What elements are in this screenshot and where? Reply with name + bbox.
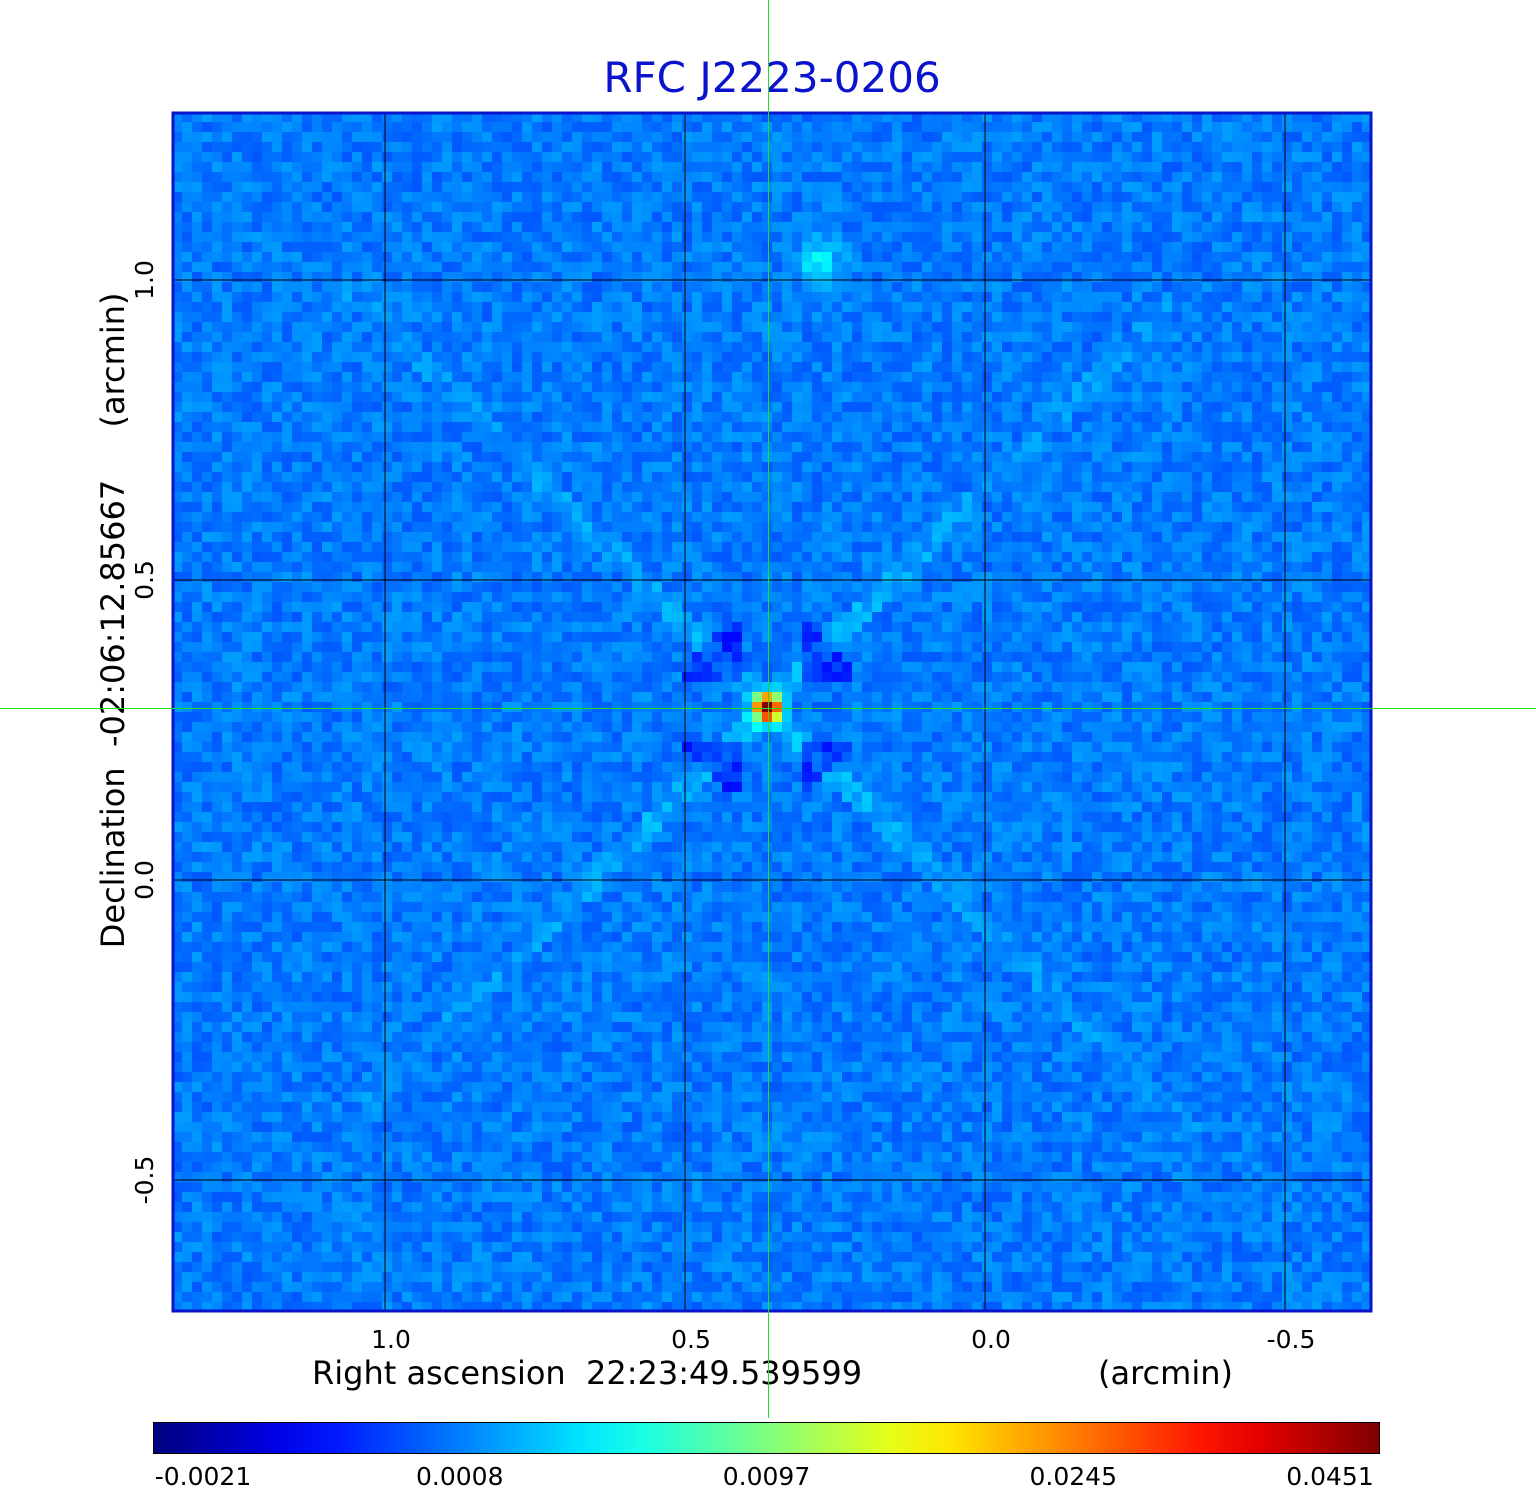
y-tick-label: 0.0 xyxy=(130,860,159,900)
colorbar-tick-label: 0.0451 xyxy=(1286,1462,1374,1491)
y-tick-label: 0.5 xyxy=(130,560,159,600)
x-axis-label: Right ascension 22:23:49.539599 xyxy=(312,1354,863,1392)
y-tick-label: -0.5 xyxy=(130,1155,159,1205)
colorbar-tick-label: -0.0021 xyxy=(154,1462,252,1491)
chart-title: RFC J2223-0206 xyxy=(603,53,941,102)
colorbar-tick-label: 0.0097 xyxy=(722,1462,811,1491)
x-tick-label: 1.0 xyxy=(371,1325,411,1354)
colorbar-tick-label: 0.0008 xyxy=(416,1462,504,1491)
intensity-map xyxy=(172,112,1372,1312)
crosshair-horizontal xyxy=(0,708,1536,709)
crosshair-vertical xyxy=(768,0,769,1418)
colorbar xyxy=(153,1422,1380,1454)
plot-frame xyxy=(171,111,1373,1313)
x-tick-label: 0.0 xyxy=(971,1325,1011,1354)
grid-overlay xyxy=(171,111,1373,1313)
plot-area xyxy=(171,111,1373,1313)
y-tick-label: 1.0 xyxy=(130,260,159,300)
x-tick-label: 0.5 xyxy=(671,1325,711,1354)
y-axis-unit: (arcmin) xyxy=(94,292,132,428)
x-axis-unit: (arcmin) xyxy=(1098,1354,1233,1392)
x-tick-label: -0.5 xyxy=(1266,1325,1316,1354)
colorbar-tick-label: 0.0245 xyxy=(1029,1462,1117,1491)
